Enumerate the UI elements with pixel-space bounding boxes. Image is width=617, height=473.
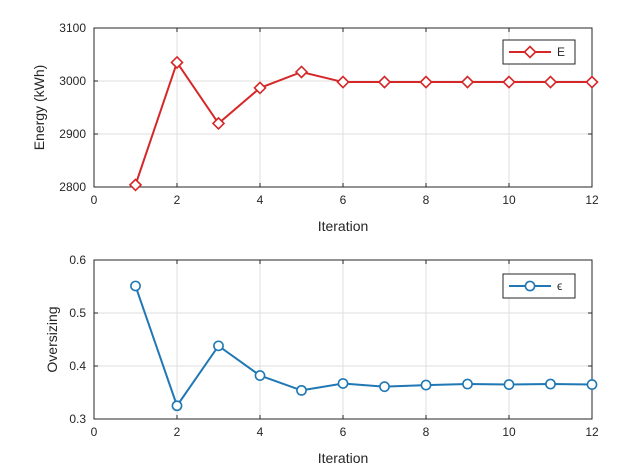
data-point [503,379,515,390]
data-point [170,55,184,70]
data-point [462,378,473,390]
legend-label: E [557,45,565,59]
data-point [213,340,224,352]
x-tick-label: 10 [502,425,516,439]
data-point [585,75,599,89]
data-point [294,65,309,79]
y-tick-label: 2900 [59,127,86,141]
data-point [171,400,183,412]
legend-marker [524,280,536,292]
data-point [336,75,350,89]
x-tick-label: 0 [91,193,98,207]
y-tick-label: 0.5 [69,306,86,320]
legend-marker [523,45,537,59]
y-tick-label: 3000 [59,74,86,88]
x-tick-label: 6 [340,425,347,439]
x-axis-label: Iteration [318,218,369,234]
legend-label: ϵ [557,279,562,293]
series-line [134,285,593,408]
x-tick-label: 4 [257,425,264,439]
data-point [211,116,226,131]
data-point [379,381,390,393]
data-point [253,81,267,95]
x-tick-label: 0 [91,425,98,439]
data-point [420,379,432,391]
data-point [502,75,516,89]
x-tick-label: 4 [257,193,264,207]
x-axis-label: Iteration [318,450,369,466]
data-point [296,384,307,396]
data-point [543,75,558,89]
y-tick-label: 0.6 [69,253,86,267]
series-line [134,60,592,186]
x-tick-label: 2 [174,193,181,207]
x-tick-label: 12 [585,193,599,207]
data-point [419,75,433,89]
data-point [337,378,349,389]
y-axis-label: Energy (kWh) [31,65,47,151]
data-point [130,280,141,292]
data-point [460,75,475,89]
y-tick-label: 0.3 [69,412,86,426]
y-tick-label: 0.4 [69,359,86,373]
x-tick-label: 12 [585,425,599,439]
x-tick-label: 6 [340,193,347,207]
x-tick-label: 8 [423,425,430,439]
chart-2: 0 2 4 6 8 10 12 0.3 0.4 0.5 0.6 Iteration Oversizing… [44,253,599,466]
data-point [254,370,266,381]
data-point [545,378,556,390]
y-axis-label: Oversizing [44,306,60,372]
legend: E [502,39,576,65]
x-tick-label: 8 [423,193,430,207]
data-point [377,75,392,89]
data-point [586,379,598,390]
y-tick-label: 2800 [59,180,86,194]
chart-1: 0 2 4 6 8 10 12 2800 2900 3000 3100 Iteration Energy… [31,21,599,234]
data-point [128,178,143,192]
y-tick-label: 3100 [59,21,86,35]
legend: ϵ [502,273,576,299]
x-tick-label: 10 [502,193,516,207]
x-tick-label: 2 [174,425,181,439]
